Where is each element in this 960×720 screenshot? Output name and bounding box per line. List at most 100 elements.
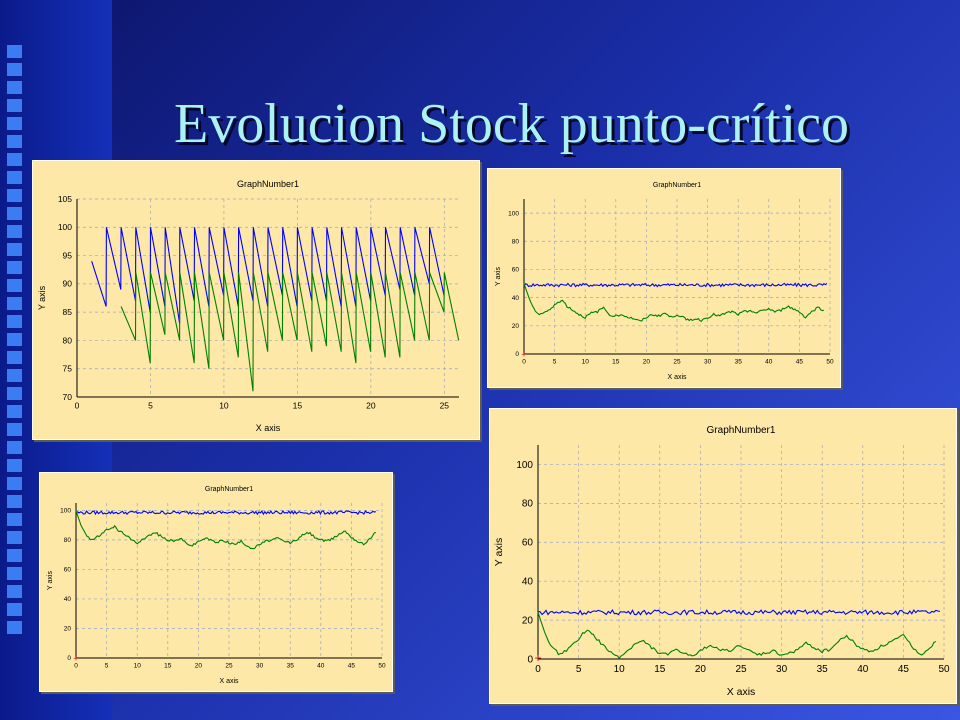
y-tick-label: 0	[515, 351, 519, 358]
x-tick-label: 50	[826, 359, 834, 366]
series-line-blue	[537, 608, 941, 616]
x-tick-label: 10	[134, 663, 142, 670]
x-tick-label: 50	[938, 664, 950, 675]
chart-title: GraphNumber1	[237, 179, 299, 189]
decorative-square	[7, 387, 22, 400]
decorative-square	[7, 189, 22, 202]
decorative-square	[7, 333, 22, 346]
origin-marker: +	[522, 349, 527, 359]
y-tick-label: 80	[63, 335, 73, 345]
y-tick-label: 100	[60, 508, 71, 515]
x-tick-label: 10	[582, 359, 590, 366]
decorative-square	[7, 153, 22, 166]
x-tick-label: 25	[440, 401, 450, 411]
x-tick-label: 50	[378, 663, 386, 670]
y-tick-label: 20	[522, 615, 534, 626]
decorative-square	[7, 567, 22, 580]
y-tick-label: 75	[63, 364, 73, 374]
y-tick-label: 60	[512, 267, 520, 274]
x-tick-label: 5	[148, 401, 153, 411]
decorative-square	[7, 117, 22, 130]
decorative-square	[7, 423, 22, 436]
y-tick-label: 95	[63, 250, 73, 260]
series-line-green	[75, 510, 377, 550]
x-tick-label: 25	[673, 359, 681, 366]
x-tick-label: 25	[735, 664, 747, 675]
chart-svg: GraphNumber1 0 5 10 15 20 25 30 35 40 45 50 0 20 40 60 8…	[495, 182, 834, 381]
chart-title: GraphNumber1	[707, 425, 776, 436]
decorative-square	[7, 99, 22, 112]
decorative-square	[7, 585, 22, 598]
chart-svg: GraphNumber1 0 5 10 15 20 25 70 75 80 85 90 95 100 105…	[37, 179, 460, 433]
y-tick-label: 100	[516, 460, 533, 471]
decorative-square	[7, 243, 22, 256]
x-tick-label: 40	[765, 359, 773, 366]
series-line-blue	[523, 282, 828, 288]
x-tick-label: 45	[898, 664, 910, 675]
slide-title: Evolucion Stock punto-crítico	[174, 93, 849, 155]
x-tick-label: 20	[643, 359, 651, 366]
y-tick-label: 0	[67, 655, 71, 662]
y-tick-label: 85	[63, 307, 73, 317]
y-tick-label: 100	[508, 210, 519, 217]
x-tick-label: 5	[553, 359, 557, 366]
chart-panel-bottom-left: GraphNumber1 0 5 10 15 20 25 30 35 40 45 50 0 20 40 60 8…	[39, 472, 393, 692]
decorative-square	[7, 369, 22, 382]
decorative-square	[7, 171, 22, 184]
y-tick-label: 80	[522, 499, 534, 510]
series-line-green	[523, 283, 825, 322]
y-tick-label: 20	[64, 626, 72, 633]
origin-marker: +	[534, 651, 541, 665]
y-tick-label: 80	[64, 537, 72, 544]
decorative-square	[7, 495, 22, 508]
decorative-square	[7, 81, 22, 94]
y-tick-label: 0	[527, 654, 533, 665]
x-tick-label: 0	[74, 663, 78, 670]
chart-panel-bottom-right: GraphNumber1 0 5 10 15 20 25 30 35 40 45 50 0 20 40 60 8…	[489, 408, 957, 704]
chart-svg: GraphNumber1 0 5 10 15 20 25 30 35 40 45 50 0 20 40 60 8…	[47, 486, 386, 685]
y-tick-label: 40	[64, 596, 72, 603]
y-tick-label: 80	[512, 238, 520, 245]
decorative-square	[7, 513, 22, 526]
y-tick-label: 105	[58, 194, 72, 204]
x-tick-label: 5	[105, 663, 109, 670]
x-tick-label: 35	[817, 664, 829, 675]
decorative-square	[7, 621, 22, 634]
x-tick-label: 30	[776, 664, 788, 675]
x-tick-label: 45	[348, 663, 356, 670]
chart-panel-large: GraphNumber1 0 5 10 15 20 25 70 75 80 85 90 95 100 105…	[32, 160, 480, 440]
y-tick-label: 60	[64, 567, 72, 574]
decorative-square	[7, 459, 22, 472]
decorative-square	[7, 135, 22, 148]
y-axis-label: Y axis	[493, 538, 505, 566]
decorative-square	[7, 549, 22, 562]
x-tick-label: 0	[75, 401, 80, 411]
origin-marker: +	[74, 653, 79, 663]
x-tick-label: 5	[576, 664, 582, 675]
y-tick-label: 40	[522, 577, 534, 588]
x-tick-label: 10	[219, 401, 229, 411]
decorative-square	[7, 603, 22, 616]
x-tick-label: 15	[612, 359, 620, 366]
x-tick-label: 0	[522, 359, 526, 366]
y-tick-label: 90	[63, 279, 73, 289]
x-axis-label: X axis	[727, 686, 756, 698]
y-tick-label: 100	[58, 222, 72, 232]
chart-panel-top-right: GraphNumber1 0 5 10 15 20 25 30 35 40 45 50 0 20 40 60 8…	[487, 168, 841, 388]
decorative-square	[7, 531, 22, 544]
x-tick-label: 35	[287, 663, 295, 670]
x-tick-label: 30	[704, 359, 712, 366]
y-tick-label: 40	[512, 295, 520, 302]
x-tick-label: 15	[654, 664, 666, 675]
decorative-square	[7, 351, 22, 364]
x-tick-label: 20	[695, 664, 707, 675]
decorative-square	[7, 207, 22, 220]
y-tick-label: 60	[522, 538, 534, 549]
y-tick-label: 20	[512, 323, 520, 330]
x-tick-label: 40	[317, 663, 325, 670]
x-tick-label: 35	[735, 359, 743, 366]
y-axis-label: Y axis	[495, 267, 502, 286]
x-tick-label: 0	[535, 664, 541, 675]
decorative-square	[7, 405, 22, 418]
